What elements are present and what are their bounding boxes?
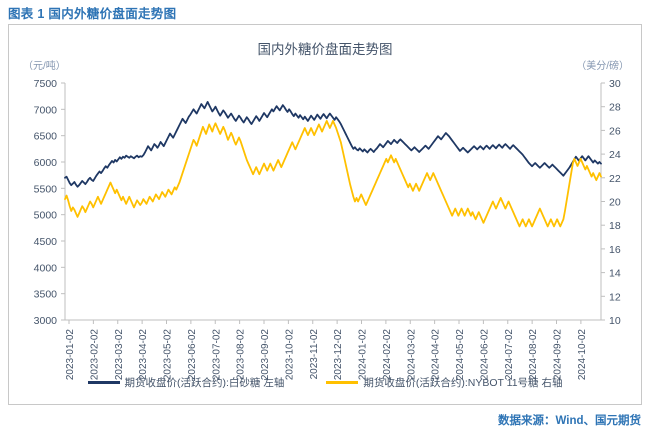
chart-container: 国内外糖价盘面走势图 （元/吨） （美分/磅） 3000 3500 4000 4500… bbox=[8, 24, 642, 405]
y2-axis-tick-label: 22 bbox=[609, 173, 621, 185]
x-axis-tick-label: 2023-01-02 bbox=[65, 329, 76, 381]
legend-label-nybot: 期货收盘价(活跃合约):NYBOT 11号糖 右轴 bbox=[363, 377, 563, 389]
x-axis-tick-label: 2024-09-02 bbox=[553, 329, 564, 381]
y2-axis-tick-label: 14 bbox=[609, 268, 621, 280]
y-axis-tick-label: 5000 bbox=[34, 210, 58, 222]
x-axis-tick-label: 2023-12-02 bbox=[333, 329, 344, 381]
series-line-nybot-sugar bbox=[64, 120, 602, 228]
chart-title: 国内外糖价盘面走势图 bbox=[257, 42, 393, 57]
legend-swatch-nybot bbox=[326, 381, 359, 384]
y-axis-tick-label: 6000 bbox=[34, 157, 58, 169]
x-axis-tick-label: 2024-01-02 bbox=[358, 329, 369, 381]
x-axis-tick-label: 2023-03-02 bbox=[114, 329, 125, 381]
y-axis-tick-label: 4500 bbox=[34, 236, 58, 248]
x-axis-tick-label: 2023-09-02 bbox=[260, 329, 271, 381]
source-note: 数据来源：Wind、国元期货 bbox=[498, 415, 641, 427]
x-axis-tick-label: 2023-04-02 bbox=[138, 329, 149, 381]
legend-label-domestic: 期货收盘价(活跃合约):白砂糖 左轴 bbox=[124, 377, 285, 389]
y-axis-tick-label: 3000 bbox=[34, 315, 58, 327]
x-axis-tick-label: 2023-10-02 bbox=[284, 329, 295, 381]
y2-axis-tick-label: 16 bbox=[609, 244, 621, 256]
legend-swatch-domestic bbox=[87, 381, 120, 384]
right-axis-unit-label: （美分/磅） bbox=[576, 61, 629, 72]
y-axis-tick-label: 6500 bbox=[34, 131, 58, 143]
y-axis-tick-label: 7500 bbox=[34, 78, 58, 90]
x-axis-tick-label: 2024-07-02 bbox=[504, 329, 515, 381]
x-axis-tick-label: 2024-04-02 bbox=[431, 329, 442, 381]
y2-axis-tick-label: 24 bbox=[609, 149, 621, 161]
x-axis-tick-label: 2024-10-02 bbox=[577, 329, 588, 381]
y2-axis-tick-label: 30 bbox=[609, 78, 621, 90]
x-axis-tick-label: 2023-06-02 bbox=[187, 329, 198, 381]
y2-axis-tick-label: 10 bbox=[609, 315, 621, 327]
y2-axis-tick-label: 18 bbox=[609, 220, 621, 232]
chart-legend: 期货收盘价(活跃合约):白砂糖 左轴 期货收盘价(活跃合约):NYBOT 11号… bbox=[9, 375, 641, 390]
x-axis-tick-label: 2024-06-02 bbox=[479, 329, 490, 381]
left-axis-unit-label: （元/吨） bbox=[23, 61, 66, 72]
x-axis-tick-label: 2024-02-02 bbox=[382, 329, 393, 381]
y-axis-tick-label: 3500 bbox=[34, 289, 58, 301]
x-axis-tick-label: 2023-11-02 bbox=[309, 329, 320, 380]
legend-item-domestic: 期货收盘价(活跃合约):白砂糖 左轴 bbox=[87, 375, 285, 390]
y2-axis-tick-label: 12 bbox=[609, 291, 621, 303]
y2-axis-tick-label: 26 bbox=[609, 125, 621, 137]
y2-axis-tick-label: 28 bbox=[609, 102, 621, 114]
x-axis-tick-label: 2023-08-02 bbox=[236, 329, 247, 381]
x-axis-tick-label: 2024-05-02 bbox=[455, 329, 466, 381]
series-line-domestic-sugar bbox=[64, 101, 602, 188]
legend-item-nybot: 期货收盘价(活跃合约):NYBOT 11号糖 右轴 bbox=[326, 375, 562, 390]
y2-axis-tick-label: 20 bbox=[609, 197, 621, 209]
x-axis-tick-label: 2023-05-02 bbox=[163, 329, 174, 381]
figure-caption: 图表 1 国内外糖价盘面走势图 bbox=[8, 7, 177, 21]
y-axis-tick-label: 4000 bbox=[34, 262, 58, 274]
x-axis-tick-label: 2023-07-02 bbox=[211, 329, 222, 381]
chart-plot-area: 3000 3500 4000 4500 5000 5500 6000 6500 7000 7500… bbox=[34, 78, 621, 381]
x-axis-tick-label: 2023-02-02 bbox=[89, 329, 100, 381]
x-axis-tick-label: 2024-08-02 bbox=[528, 329, 539, 381]
y-axis-tick-label: 5500 bbox=[34, 183, 58, 195]
x-axis-tick-label: 2024-03-02 bbox=[406, 329, 417, 381]
y-axis-tick-label: 7000 bbox=[34, 104, 58, 116]
